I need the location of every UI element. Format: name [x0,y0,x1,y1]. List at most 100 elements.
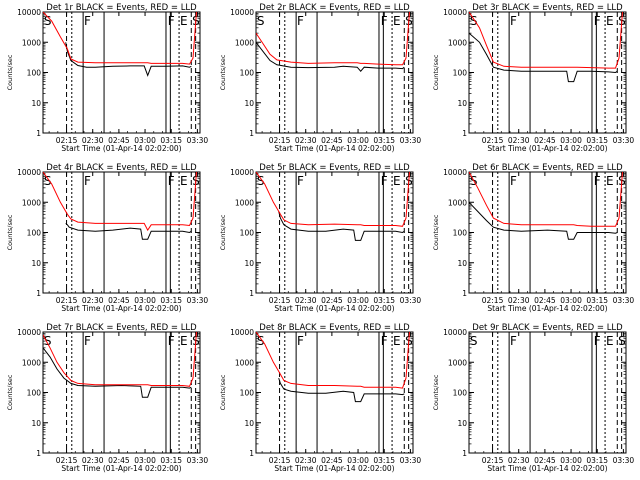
chart-panel-8: Det 8r BLACK = Events, RED = LLD 1 10 100 10… [219,323,421,473]
x-tick-label: 02:30 [508,136,530,145]
x-tick-label: 02:30 [295,296,317,305]
x-tick-label: 02:15 [56,456,78,465]
chart-title: Det 9r BLACK = Events, RED = LLD [472,323,623,333]
x-axis-label: Start Time (01-Apr-14 02:02:00) [487,304,607,313]
event-marker: S [470,334,478,348]
y-tick-label: 1000 [22,38,41,47]
y-tick-label: 1 [36,449,41,458]
x-tick-label: 03:15 [373,456,395,465]
y-tick-label: 1 [36,129,41,138]
x-tick-label: 03:00 [347,136,369,145]
event-marker: F [84,14,91,28]
chart-panel-4: Det 4r BLACK = Events, RED = LLD 1 10 100 10… [6,163,208,313]
y-tick-label: 10 [31,419,41,428]
y-axis-label: Counts/sec [6,54,14,90]
x-tick-label: 03:00 [134,456,156,465]
y-tick-label: 1000 [448,38,467,47]
x-tick-label: 02:45 [108,456,130,465]
x-tick-label: 02:15 [269,296,291,305]
x-tick-label: 03:00 [560,296,582,305]
chart-title: Det 4r BLACK = Events, RED = LLD [46,163,197,173]
x-tick-label: 03:00 [134,136,156,145]
event-marker: F [297,14,304,28]
x-axis-label: Start Time (01-Apr-14 02:02:00) [61,304,181,313]
x-tick-label: 03:15 [586,136,608,145]
x-tick-label: 03:15 [586,296,608,305]
series-line-black [65,223,192,240]
event-marker: S [257,174,265,188]
x-tick-label: 02:15 [56,136,78,145]
x-tick-label: 03:00 [347,456,369,465]
x-tick-label: 03:30 [400,136,422,145]
chart-title: Det 5r BLACK = Events, RED = LLD [259,163,410,173]
x-tick-label: 02:30 [508,456,530,465]
x-tick-label: 02:30 [295,456,317,465]
event-marker: S [257,14,265,28]
event-marker: F [84,334,91,348]
event-marker: F [297,334,304,348]
event-marker: F [594,14,601,28]
chart-panel-5: Det 5r BLACK = Events, RED = LLD 1 10 100 10… [219,163,421,313]
x-tick-label: 03:30 [187,456,209,465]
y-axis-label: Counts/sec [432,374,440,410]
x-tick-label: 03:15 [160,296,182,305]
series-line-red [43,172,197,232]
x-tick-label: 03:00 [560,136,582,145]
series-line-red [469,172,623,227]
event-marker: F [381,174,388,188]
y-tick-label: 100 [27,69,42,78]
y-tick-label: 100 [27,389,42,398]
y-tick-label: 10 [31,99,41,108]
x-tick-label: 03:30 [187,136,209,145]
x-tick-label: 02:15 [269,456,291,465]
chart-panel-3: Det 3r BLACK = Events, RED = LLD 1 10 100 10… [432,3,634,153]
y-tick-label: 10000 [17,168,41,177]
y-axis-label: Counts/sec [219,214,227,250]
chart-title: Det 3r BLACK = Events, RED = LLD [472,3,623,13]
x-axis-label: Start Time (01-Apr-14 02:02:00) [61,144,181,153]
y-axis-label: Counts/sec [219,54,227,90]
y-tick-label: 100 [453,389,468,398]
event-marker: E [180,14,188,28]
x-tick-label: 03:30 [187,296,209,305]
event-marker: F [381,334,388,348]
chart-panel-7: Det 7r BLACK = Events, RED = LLD 1 10 100 10… [6,323,208,473]
y-tick-label: 100 [453,69,468,78]
series-line-red [469,12,623,69]
event-marker: F [381,14,388,28]
x-tick-label: 03:30 [400,296,422,305]
event-marker: S [618,334,626,348]
series-line-black [469,201,618,240]
x-tick-label: 03:00 [347,296,369,305]
x-tick-label: 03:30 [613,296,635,305]
y-tick-label: 1 [249,129,254,138]
y-tick-label: 100 [27,229,42,238]
x-tick-label: 02:45 [108,136,130,145]
y-tick-label: 1000 [22,198,41,207]
series-line-black [278,377,405,403]
x-tick-label: 02:45 [321,456,343,465]
chart-title: Det 7r BLACK = Events, RED = LLD [46,323,197,333]
series-line-red [256,172,410,227]
x-axis-label: Start Time (01-Apr-14 02:02:00) [274,464,394,473]
chart-title: Det 8r BLACK = Events, RED = LLD [259,323,410,333]
x-tick-label: 02:15 [56,296,78,305]
series-line-red [43,332,197,387]
x-tick-label: 02:15 [482,296,504,305]
y-tick-label: 10000 [443,8,467,17]
x-tick-label: 02:15 [269,136,291,145]
y-tick-label: 10 [244,99,254,108]
y-tick-label: 10 [31,259,41,268]
y-tick-label: 1000 [235,38,254,47]
event-marker: F [84,174,91,188]
y-tick-label: 100 [240,229,255,238]
x-axis-label: Start Time (01-Apr-14 02:02:00) [274,144,394,153]
x-tick-label: 02:45 [534,136,556,145]
y-tick-label: 1 [249,449,254,458]
event-marker: F [594,334,601,348]
chart-title: Det 6r BLACK = Events, RED = LLD [472,163,623,173]
event-marker: F [168,334,175,348]
series-line-black [43,347,192,398]
x-tick-label: 02:30 [82,136,104,145]
y-axis-label: Counts/sec [6,214,14,250]
